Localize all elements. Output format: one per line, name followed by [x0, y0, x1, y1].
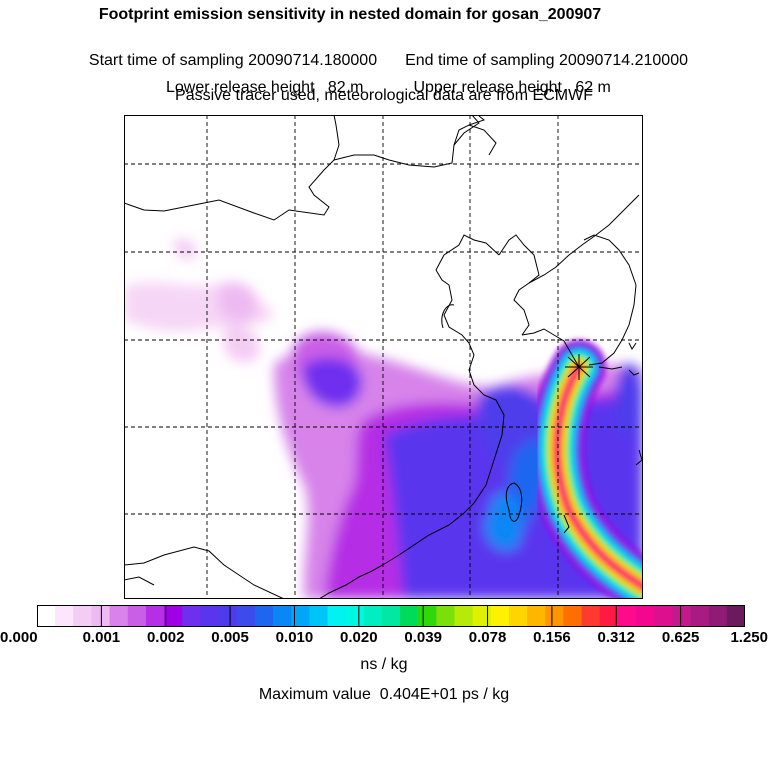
colorbar-swatch	[273, 605, 292, 627]
colorbar-swatch	[37, 605, 56, 627]
colorbar-tick-label: 0.625	[661, 629, 700, 646]
colorbar-frame	[37, 605, 745, 627]
colorbar-swatch	[563, 605, 583, 627]
colorbar-swatch	[236, 605, 256, 627]
colorbar-swatch	[309, 605, 329, 627]
plume	[530, 340, 643, 599]
colorbar-swatch	[490, 605, 510, 627]
colorbar-tick-label: 0.010	[275, 629, 314, 646]
colorbar-swatch	[472, 605, 492, 627]
colorbar-swatch	[708, 605, 728, 627]
colorbar-swatch	[55, 605, 74, 627]
colorbar-swatch	[327, 605, 347, 627]
tracer-info: Passive tracer used, meteorological data…	[175, 87, 593, 104]
colorbar-tick-label: 0.002	[146, 629, 185, 646]
colorbar-swatch	[127, 605, 147, 627]
colorbar-swatch	[200, 605, 220, 627]
colorbar-swatch	[381, 605, 401, 627]
colorbar-swatch	[363, 605, 383, 627]
colorbar-tick-label: 0.020	[340, 629, 378, 646]
colorbar-swatch	[400, 605, 419, 627]
colorbar-swatch	[254, 605, 274, 627]
colorbar-swatch	[164, 605, 183, 627]
footprint-map	[124, 115, 643, 599]
receptor-marker	[565, 354, 593, 380]
colorbar-swatch	[636, 605, 655, 627]
colorbar-swatch	[218, 605, 238, 627]
colorbar	[37, 605, 745, 627]
colorbar-swatch	[182, 605, 201, 627]
colorbar-swatch	[545, 605, 565, 627]
colorbar-swatch	[91, 605, 111, 627]
colorbar-swatch	[145, 605, 165, 627]
colorbar-tick-label: 0.156	[533, 629, 571, 646]
map-frame	[124, 115, 643, 599]
colorbar-swatch	[436, 605, 456, 627]
colorbar-tick-label: 0.005	[211, 629, 249, 646]
colorbar-tick-label: 0.312	[597, 629, 636, 646]
colorbar-tick-label: 0.039	[404, 629, 442, 646]
colorbar-swatch	[690, 605, 710, 627]
colorbar-tick-label: 0.001	[82, 629, 121, 646]
colorbar-swatch	[617, 605, 637, 627]
upper-release-height-label: Upper release height 62 m	[413, 79, 611, 96]
colorbar-swatch	[73, 605, 93, 627]
page-title: Footprint emission sensitivity in nested…	[98, 6, 602, 23]
maximum-value: Maximum value 0.404E+01 ps / kg	[258, 686, 510, 703]
end-time-label: End time of sampling 20090714.210000	[405, 52, 688, 69]
release-height-line: Lower release height 82 m Upper release h…	[0, 61, 768, 97]
colorbar-units: ns / kg	[360, 656, 408, 673]
colorbar-swatch	[345, 605, 365, 627]
colorbar-swatch	[654, 605, 673, 627]
colorbar-swatch	[509, 605, 528, 627]
colorbar-swatch	[726, 605, 745, 627]
start-time-label: Start time of sampling 20090714.180000	[88, 52, 378, 69]
colorbar-swatch	[581, 605, 601, 627]
lat-lon-grid	[124, 115, 643, 599]
colorbar-swatch	[527, 605, 546, 627]
colorbar-tick-label: 1.250	[730, 629, 768, 646]
sampling-time-line: Start time of sampling 20090714.180000 En…	[0, 34, 768, 70]
plume-band-9	[555, 365, 643, 589]
colorbar-swatch	[672, 605, 692, 627]
coastlines	[124, 115, 643, 599]
colorbar-tick-label: 0.000	[0, 629, 38, 646]
lower-release-height-label: Lower release height 82 m	[165, 79, 364, 96]
colorbar-swatch	[454, 605, 474, 627]
colorbar-swatch	[599, 605, 619, 627]
colorbar-swatch	[291, 605, 310, 627]
colorbar-swatch	[109, 605, 129, 627]
colorbar-tick-label: 0.078	[468, 629, 507, 646]
colorbar-swatch	[418, 605, 437, 627]
colorbar-tick-labels: 0.000 0.001 0.002 0.005 0.010 0.020 0.039 0.078…	[0, 629, 768, 649]
